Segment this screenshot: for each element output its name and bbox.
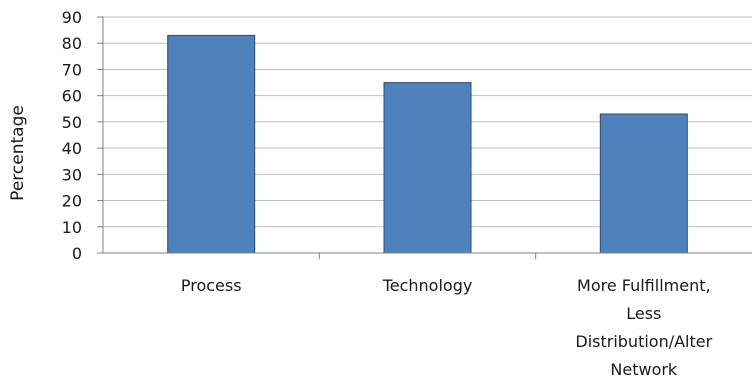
bar xyxy=(167,34,256,254)
y-tick-labels: 0 10 20 30 40 50 60 70 80 90 xyxy=(62,8,82,263)
y-tick-label: 10 xyxy=(62,218,82,237)
x-category-label: Process xyxy=(181,276,242,295)
y-tick-label: 50 xyxy=(62,113,82,132)
y-tick-label: 90 xyxy=(62,8,82,27)
y-tick-label: 60 xyxy=(62,87,82,106)
bar xyxy=(383,82,472,254)
x-category-label-line: Network xyxy=(610,360,678,379)
x-category-label: More Fulfillment, Less Distribution/Alter N… xyxy=(575,276,712,379)
y-tick-label: 40 xyxy=(62,139,82,158)
x-category-label: Technology xyxy=(382,276,473,295)
category-labels: Process Technology More Fulfillment, Less Di… xyxy=(181,276,713,379)
y-tick-label: 30 xyxy=(62,165,82,184)
y-axis-title: Percentage xyxy=(8,105,28,201)
bars xyxy=(167,34,688,254)
bar xyxy=(599,113,688,254)
x-category-label-line: Technology xyxy=(382,276,473,295)
y-tick-label: 80 xyxy=(62,34,82,53)
y-tick-label: 0 xyxy=(72,244,82,263)
y-tick-label: 20 xyxy=(62,192,82,211)
axes xyxy=(97,16,752,259)
x-category-label-line: Distribution/Alter xyxy=(575,332,712,351)
y-tick-label: 70 xyxy=(62,60,82,79)
x-category-label-line: More Fulfillment, xyxy=(577,276,711,295)
x-category-label-line: Process xyxy=(181,276,242,295)
x-category-label-line: Less xyxy=(626,304,661,323)
